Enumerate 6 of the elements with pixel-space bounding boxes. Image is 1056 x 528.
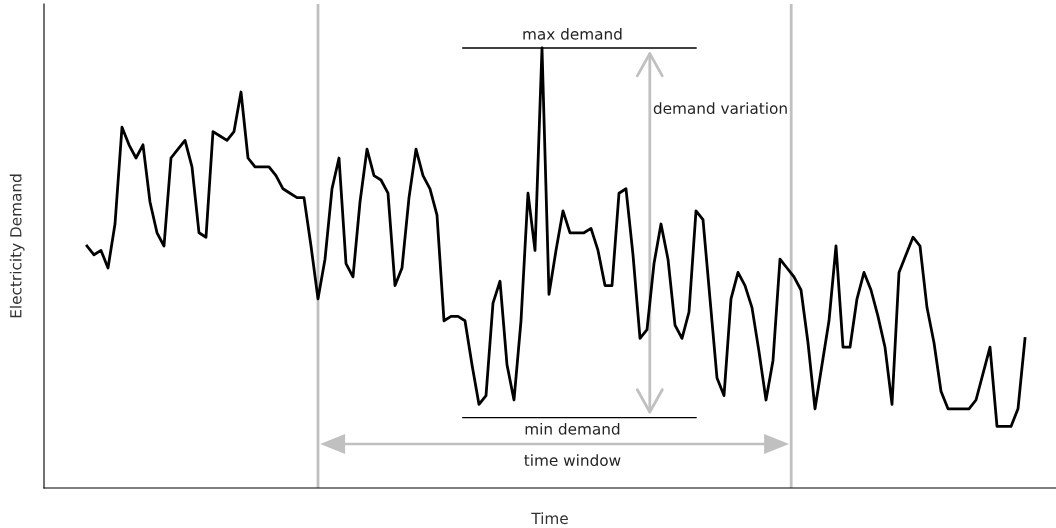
y-axis-title: Electricity Demand <box>9 174 25 318</box>
annotation: demand variation <box>653 102 787 115</box>
ref-line-label: max demand <box>523 27 622 40</box>
ref-line-label: min demand <box>525 422 620 435</box>
annotation: time window <box>524 454 621 467</box>
x-axis-title: Time <box>531 512 568 525</box>
